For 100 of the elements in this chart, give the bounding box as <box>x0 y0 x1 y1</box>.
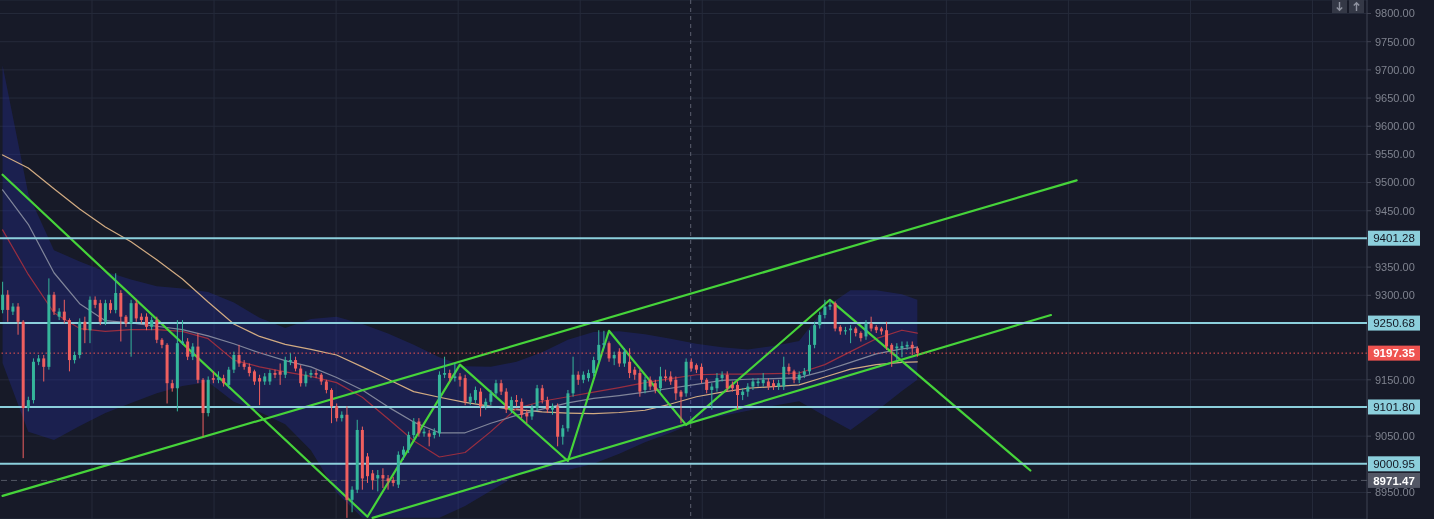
candlestick <box>299 364 303 388</box>
y-tick-label: 9450.00 <box>1375 204 1415 217</box>
candlestick <box>725 370 729 393</box>
y-tick-label: 9050.00 <box>1375 430 1415 443</box>
candlestick <box>6 289 10 323</box>
y-tick-label: 9550.00 <box>1375 148 1415 161</box>
y-tick-label: 9300.00 <box>1375 289 1415 302</box>
candlestick <box>314 369 318 379</box>
candlestick <box>638 369 642 398</box>
candlestick <box>823 299 827 319</box>
candlestick <box>103 299 107 326</box>
candlestick <box>463 374 467 406</box>
candlestick <box>530 404 534 421</box>
candlestick <box>309 369 313 379</box>
candlestick <box>658 366 662 393</box>
candlestick <box>710 382 714 411</box>
y-tick-label: 9800.00 <box>1375 7 1415 20</box>
candlestick <box>828 299 832 311</box>
candlestick <box>628 347 632 379</box>
candlestick <box>42 354 46 382</box>
line-series <box>1 229 918 458</box>
ref-line-label: 9401.28 <box>1373 232 1415 245</box>
candlestick <box>905 340 909 351</box>
candlestick <box>52 291 56 316</box>
candlestick <box>782 356 786 391</box>
candlestick <box>93 295 97 309</box>
candlestick <box>561 424 565 446</box>
candlestick <box>186 337 190 361</box>
candlestick <box>890 342 894 368</box>
y-tick-label: 9150.00 <box>1375 373 1415 386</box>
candlestick <box>458 372 462 388</box>
candlestick <box>885 321 889 351</box>
candlestick <box>679 389 683 424</box>
candlestick <box>129 299 133 358</box>
candlestick <box>443 356 447 379</box>
y-tick-label: 8950.00 <box>1375 486 1415 499</box>
candlestick <box>330 387 334 424</box>
ref-line-label: 9197.35 <box>1373 347 1416 360</box>
candlestick <box>124 314 128 328</box>
ref-line-label: 9250.68 <box>1373 317 1415 330</box>
candlestick <box>386 474 390 491</box>
candlestick <box>407 431 411 454</box>
y-tick-label: 9750.00 <box>1375 35 1415 48</box>
candlestick <box>597 329 601 364</box>
candlestick <box>751 377 755 391</box>
candlestick <box>98 299 102 326</box>
candlestick <box>571 356 575 398</box>
candlestick <box>381 467 385 489</box>
candlestick <box>813 321 817 349</box>
candlestick <box>273 369 277 379</box>
candlestick <box>859 330 863 342</box>
candlestick <box>371 469 375 491</box>
candlestick <box>720 370 724 382</box>
candlestick <box>278 362 282 386</box>
candlestick <box>412 417 416 439</box>
y-tick-label: 9600.00 <box>1375 120 1415 133</box>
candlestick <box>715 372 719 393</box>
y-tick-label: 9700.00 <box>1375 63 1415 76</box>
candlestick <box>119 289 123 342</box>
candlestick <box>366 452 370 484</box>
y-tick-label: 9350.00 <box>1375 261 1415 274</box>
candlestick <box>114 272 118 314</box>
ref-line-label: 9101.80 <box>1373 401 1415 414</box>
candlestick <box>350 485 354 513</box>
candlestick <box>258 374 262 406</box>
candlestick <box>335 402 339 423</box>
candlestick <box>700 362 704 384</box>
ref-line-label: 9000.95 <box>1373 457 1415 470</box>
candlestick <box>607 340 611 363</box>
candlestick <box>16 302 20 336</box>
candlestick <box>453 362 457 382</box>
candlestick <box>674 375 678 401</box>
candlestick <box>134 299 138 323</box>
line-series <box>1 189 918 434</box>
candlestick <box>83 316 87 344</box>
candlestick <box>736 381 740 411</box>
y-tick-label: 9500.00 <box>1375 176 1415 189</box>
candlestick <box>1 281 5 314</box>
candlestick <box>232 351 236 374</box>
y-tick-label: 9650.00 <box>1375 91 1415 104</box>
candlestick <box>535 384 539 412</box>
candlestick <box>417 417 421 438</box>
candlestick <box>504 387 508 414</box>
candlestick <box>283 356 287 379</box>
candlestick <box>376 469 380 492</box>
candlestick <box>11 302 15 316</box>
candlestick <box>479 387 483 417</box>
candlestick <box>520 397 524 419</box>
candlestick <box>622 347 626 368</box>
candlestick <box>864 319 868 341</box>
line-series <box>1 154 918 415</box>
candlestick <box>155 316 159 344</box>
candlestick <box>540 384 544 404</box>
candlestick <box>617 347 621 368</box>
candlestick <box>869 316 873 332</box>
ref-line-label: 8971.47 <box>1373 474 1415 487</box>
candlestick <box>602 330 606 349</box>
candlestick <box>160 337 164 349</box>
candlestick <box>592 356 596 377</box>
candlestick <box>237 344 241 368</box>
